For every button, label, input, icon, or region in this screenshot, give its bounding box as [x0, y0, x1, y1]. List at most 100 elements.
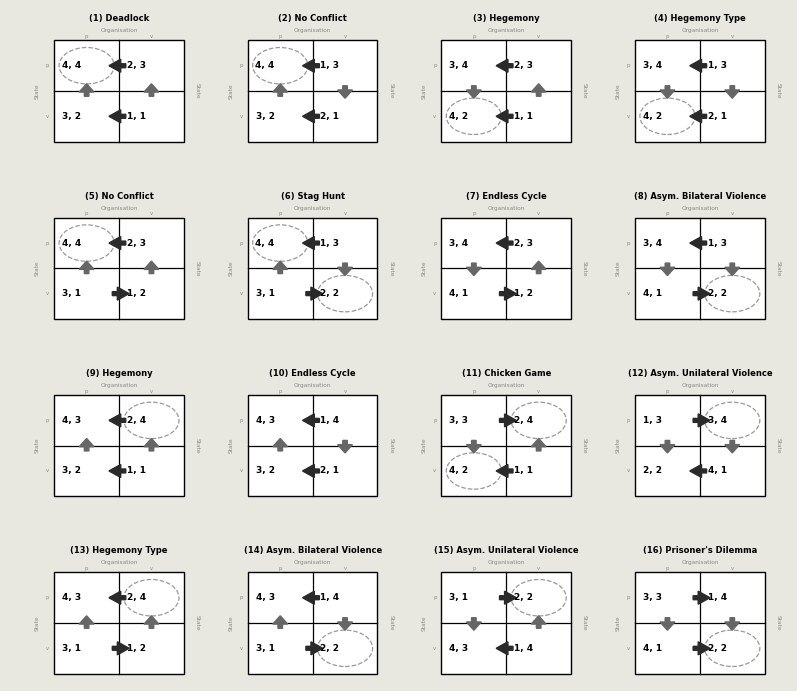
- Text: (2) No Conflict: (2) No Conflict: [278, 15, 347, 23]
- Text: State: State: [582, 83, 587, 99]
- Text: State: State: [388, 83, 394, 99]
- Text: (16) Prisoner's Dilemma: (16) Prisoner's Dilemma: [642, 547, 757, 556]
- Text: Organisation: Organisation: [294, 28, 332, 33]
- Text: (15) Asym. Unilateral Violence: (15) Asym. Unilateral Violence: [434, 547, 579, 556]
- Text: (11) Chicken Game: (11) Chicken Game: [461, 369, 551, 378]
- FancyArrow shape: [273, 84, 288, 96]
- Text: p: p: [278, 389, 282, 394]
- Text: p: p: [665, 566, 669, 571]
- Text: p: p: [433, 240, 437, 245]
- Text: 4, 4: 4, 4: [62, 238, 81, 247]
- Bar: [248, 218, 378, 319]
- Text: State: State: [582, 438, 587, 453]
- Text: Organisation: Organisation: [681, 28, 719, 33]
- Text: 4, 3: 4, 3: [450, 644, 469, 653]
- FancyArrow shape: [532, 84, 546, 96]
- Text: v: v: [344, 389, 347, 394]
- Text: (3) Hegemony: (3) Hegemony: [473, 15, 540, 23]
- Text: State: State: [229, 83, 234, 99]
- FancyArrow shape: [689, 236, 707, 249]
- Text: State: State: [582, 261, 587, 276]
- Text: 1, 3: 1, 3: [320, 61, 340, 70]
- Text: 1, 3: 1, 3: [320, 238, 340, 247]
- FancyArrow shape: [693, 642, 710, 655]
- FancyArrow shape: [306, 642, 323, 655]
- FancyArrow shape: [693, 414, 710, 427]
- Text: p: p: [239, 418, 243, 423]
- Text: p: p: [472, 34, 476, 39]
- Text: 4, 3: 4, 3: [62, 416, 81, 425]
- Text: 2, 2: 2, 2: [320, 644, 340, 653]
- Text: p: p: [626, 240, 630, 245]
- FancyArrow shape: [466, 263, 481, 276]
- Text: v: v: [627, 291, 630, 296]
- FancyArrow shape: [497, 464, 513, 477]
- Text: v: v: [731, 389, 734, 394]
- Text: State: State: [388, 615, 394, 631]
- Text: p: p: [239, 595, 243, 600]
- Text: p: p: [626, 63, 630, 68]
- Text: p: p: [45, 63, 49, 68]
- FancyArrow shape: [338, 618, 352, 630]
- Text: v: v: [344, 211, 347, 216]
- Text: 4, 2: 4, 2: [450, 112, 469, 121]
- Text: v: v: [150, 34, 153, 39]
- FancyArrow shape: [497, 236, 513, 249]
- Text: State: State: [582, 615, 587, 631]
- Text: State: State: [388, 438, 394, 453]
- Text: v: v: [434, 114, 437, 119]
- Text: 3, 3: 3, 3: [450, 416, 468, 425]
- Text: v: v: [434, 646, 437, 651]
- Text: 1, 2: 1, 2: [514, 289, 533, 298]
- Text: p: p: [472, 389, 476, 394]
- Text: v: v: [344, 566, 347, 571]
- Text: 1, 1: 1, 1: [514, 112, 533, 121]
- FancyArrow shape: [724, 263, 740, 276]
- Text: Organisation: Organisation: [100, 383, 138, 388]
- Text: v: v: [46, 114, 49, 119]
- Text: 4, 2: 4, 2: [642, 112, 662, 121]
- FancyArrow shape: [338, 263, 352, 276]
- FancyArrow shape: [303, 464, 320, 477]
- Bar: [442, 395, 571, 496]
- Text: p: p: [239, 240, 243, 245]
- FancyArrow shape: [466, 618, 481, 630]
- Text: p: p: [665, 34, 669, 39]
- Text: 3, 3: 3, 3: [643, 593, 662, 603]
- Text: Organisation: Organisation: [294, 205, 332, 211]
- Text: 3, 1: 3, 1: [62, 644, 81, 653]
- Text: v: v: [627, 468, 630, 473]
- Text: 4, 1: 4, 1: [450, 289, 469, 298]
- Bar: [54, 572, 184, 674]
- Text: State: State: [35, 438, 40, 453]
- Text: 3, 1: 3, 1: [256, 644, 275, 653]
- Text: v: v: [150, 389, 153, 394]
- Text: State: State: [194, 615, 200, 631]
- Text: 4, 3: 4, 3: [256, 593, 275, 603]
- Text: (7) Endless Cycle: (7) Endless Cycle: [466, 191, 547, 200]
- Text: State: State: [35, 615, 40, 631]
- FancyArrow shape: [109, 464, 126, 477]
- Text: (6) Stag Hunt: (6) Stag Hunt: [281, 191, 344, 200]
- Text: 2, 2: 2, 2: [708, 644, 727, 653]
- FancyArrow shape: [497, 110, 513, 123]
- FancyArrow shape: [303, 110, 320, 123]
- Text: 1, 1: 1, 1: [514, 466, 533, 475]
- FancyArrow shape: [109, 591, 126, 604]
- FancyArrow shape: [689, 110, 707, 123]
- Text: State: State: [229, 261, 234, 276]
- FancyArrow shape: [303, 414, 320, 427]
- Text: 3, 4: 3, 4: [642, 238, 662, 247]
- Text: 1, 4: 1, 4: [708, 593, 727, 603]
- Bar: [54, 395, 184, 496]
- Text: State: State: [616, 261, 621, 276]
- Text: 1, 4: 1, 4: [320, 593, 340, 603]
- Text: 4, 3: 4, 3: [256, 416, 275, 425]
- FancyArrow shape: [724, 440, 740, 453]
- FancyArrow shape: [303, 236, 320, 249]
- Text: State: State: [775, 615, 780, 631]
- Text: 3, 1: 3, 1: [450, 593, 468, 603]
- Text: Organisation: Organisation: [681, 205, 719, 211]
- Text: 4, 1: 4, 1: [708, 466, 727, 475]
- Text: 2, 3: 2, 3: [514, 61, 533, 70]
